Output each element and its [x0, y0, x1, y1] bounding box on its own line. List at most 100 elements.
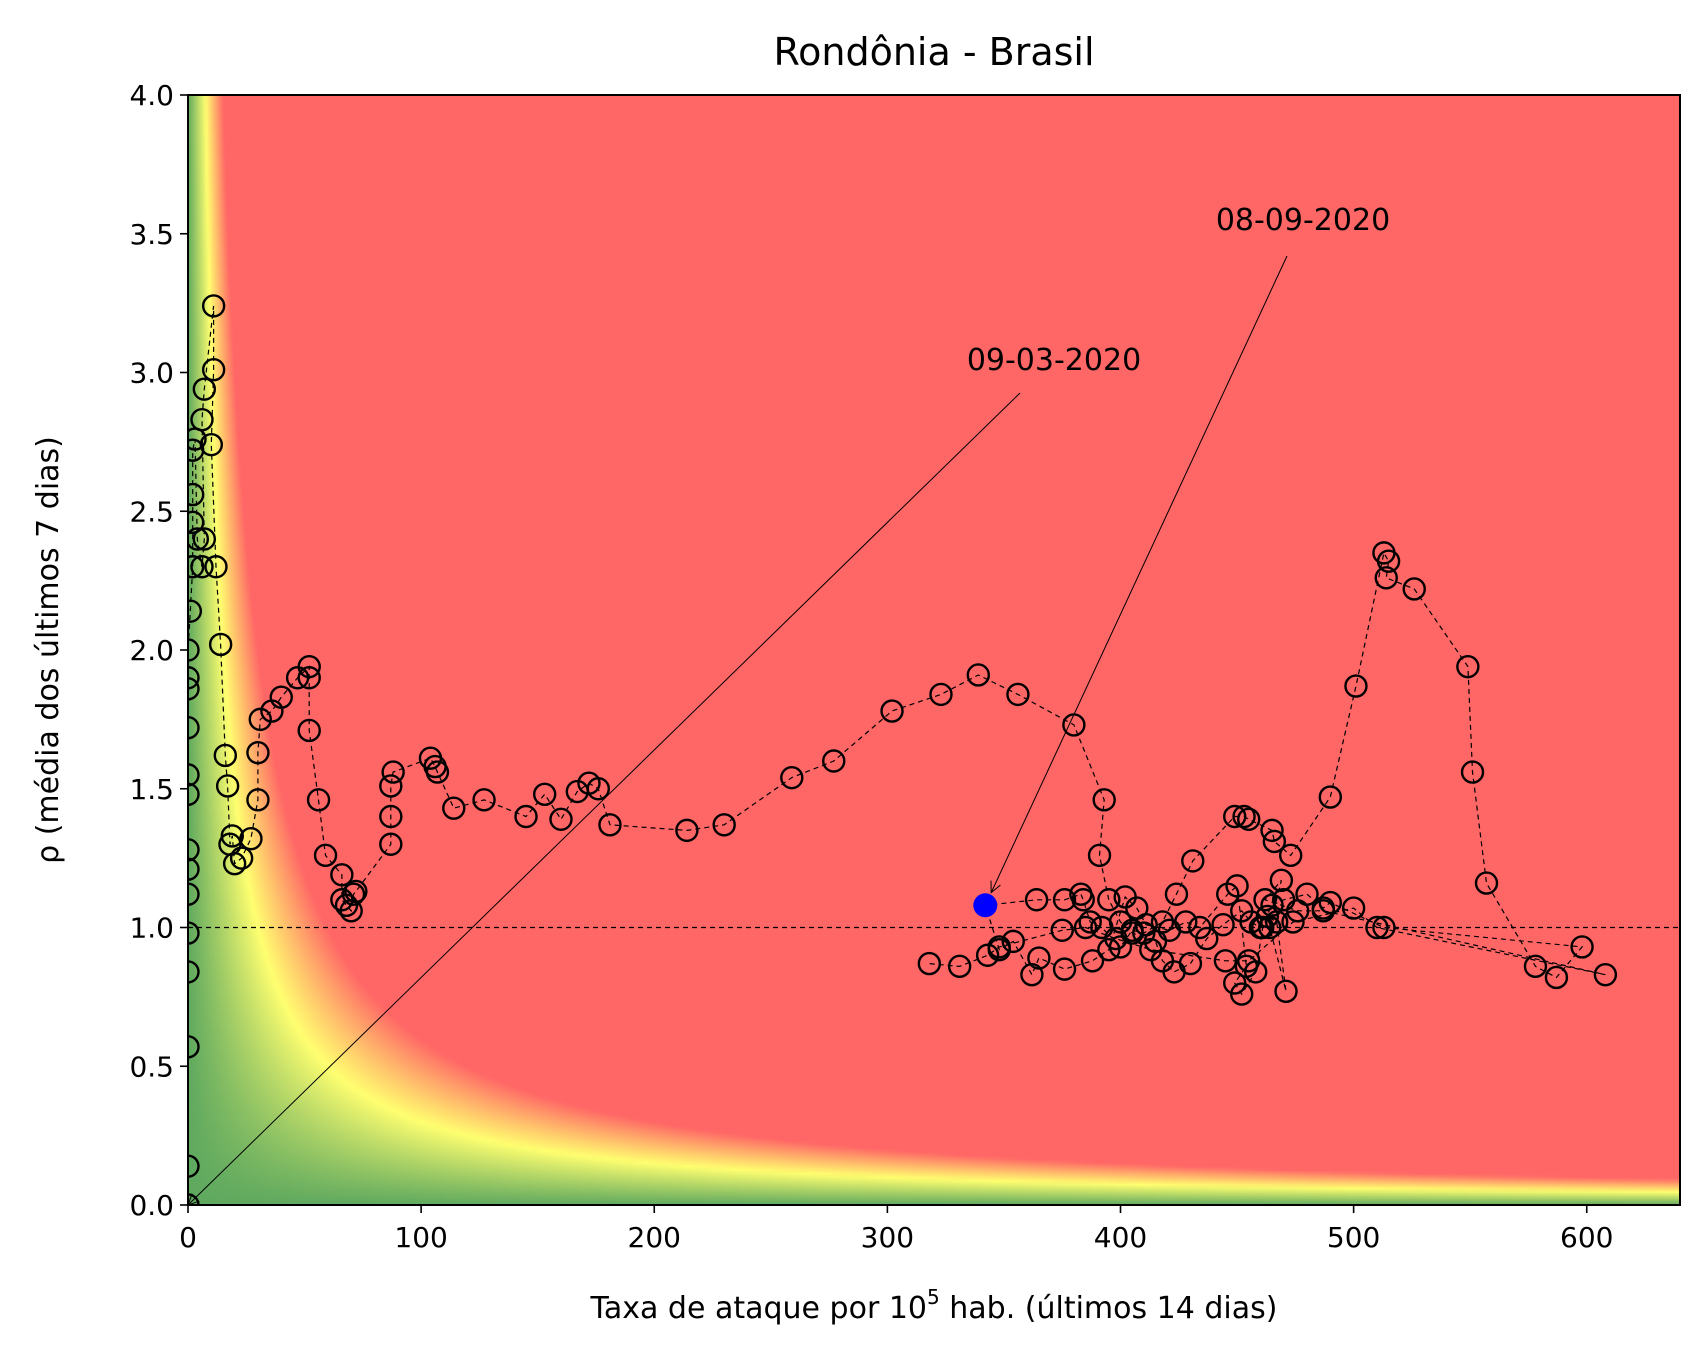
x-axis-label-superscript: 5 [927, 1285, 940, 1309]
data-point [1174, 910, 1198, 934]
data-point [313, 843, 338, 868]
data-point [188, 677, 200, 701]
data-point [1460, 760, 1485, 784]
data-point [248, 707, 272, 732]
data-point [188, 716, 200, 740]
data-point [1544, 965, 1569, 990]
annotation-arrow [990, 255, 1288, 893]
data-point [1080, 949, 1105, 973]
data-point [514, 804, 538, 829]
x-tick-label: 500 [1327, 1221, 1380, 1254]
data-point [1213, 949, 1238, 973]
data-point [1052, 888, 1077, 912]
data-point [297, 654, 321, 679]
data-point [188, 1035, 200, 1059]
data-point [379, 774, 403, 798]
data-point [1372, 541, 1396, 565]
data-point [229, 846, 254, 870]
data-point [330, 863, 354, 887]
data-point [215, 774, 240, 798]
chart-title: Rondônia - Brasil [773, 30, 1094, 74]
data-point [199, 432, 224, 457]
y-tick-label: 3.0 [129, 357, 174, 390]
annotations: 09-03-2020 08-09-2020 [187, 203, 1390, 1206]
data-point [1139, 938, 1163, 962]
data-point [1134, 913, 1158, 937]
data-point [220, 824, 244, 848]
data-point [381, 760, 405, 784]
data-point [188, 666, 200, 690]
data-point [188, 599, 203, 623]
data-point [880, 699, 904, 723]
x-tick-label: 200 [628, 1221, 681, 1254]
data-point [246, 740, 270, 765]
data-point [1344, 674, 1368, 698]
annotation-arrow [187, 392, 1021, 1206]
data-point [975, 943, 1000, 967]
data-point [1164, 882, 1189, 906]
data-point [1456, 654, 1480, 679]
data-point [1402, 577, 1426, 601]
data-point [188, 960, 200, 984]
data-point [442, 796, 466, 820]
x-tick-label: 0 [179, 1221, 197, 1254]
data-point [1523, 954, 1548, 979]
data-point [1341, 896, 1366, 920]
data-point [1570, 935, 1594, 959]
y-tick-label: 3.5 [129, 218, 174, 251]
data-point [549, 807, 573, 831]
data-point [917, 951, 942, 976]
data-point [712, 813, 736, 837]
data-point [1097, 888, 1121, 912]
current-point-marker [973, 893, 998, 918]
annotation-arrowhead [990, 880, 1001, 894]
data-point [966, 663, 990, 687]
data-point [822, 749, 846, 773]
data-point [188, 882, 200, 906]
data-point [1278, 843, 1303, 868]
plot-area [188, 294, 1680, 1205]
data-point [1474, 871, 1499, 895]
y-tick-label: 1.0 [129, 912, 174, 945]
data-point [1069, 882, 1093, 906]
data-point [188, 857, 200, 881]
data-point [929, 682, 953, 707]
data-point [1087, 843, 1112, 868]
data-point [379, 804, 403, 829]
data-point [201, 358, 226, 382]
data-point [192, 377, 217, 401]
data-point [297, 666, 321, 690]
data-point [675, 818, 699, 843]
data-point [598, 813, 622, 837]
data-point [987, 935, 1011, 959]
y-tick-label: 4.0 [129, 79, 174, 112]
data-point [188, 527, 210, 551]
data-point [780, 765, 804, 790]
data-point [201, 294, 226, 318]
data-point [188, 782, 200, 806]
data-point [1372, 915, 1396, 940]
data-point [188, 555, 205, 579]
data-point [1311, 899, 1336, 923]
data-point [1073, 915, 1098, 940]
data-point [1318, 785, 1343, 809]
annotation-label: 09-03-2020 [967, 343, 1141, 378]
y-tick-label: 2.5 [129, 495, 174, 528]
data-point [188, 1154, 200, 1178]
data-point [204, 555, 228, 579]
data-point [190, 407, 214, 432]
data-point [269, 685, 293, 709]
data-point [1253, 888, 1277, 912]
data-point [188, 482, 205, 507]
data-point [1232, 804, 1256, 829]
x-tick-label: 400 [1094, 1221, 1147, 1254]
annotation-label: 08-09-2020 [1216, 203, 1390, 238]
data-point [1181, 849, 1205, 873]
data-point [1006, 682, 1030, 707]
data-point [1027, 946, 1051, 970]
trajectory-line [188, 305, 1606, 1205]
data-point [586, 777, 610, 801]
data-point [1257, 915, 1282, 940]
data-point [306, 788, 331, 812]
data-point [188, 510, 205, 535]
